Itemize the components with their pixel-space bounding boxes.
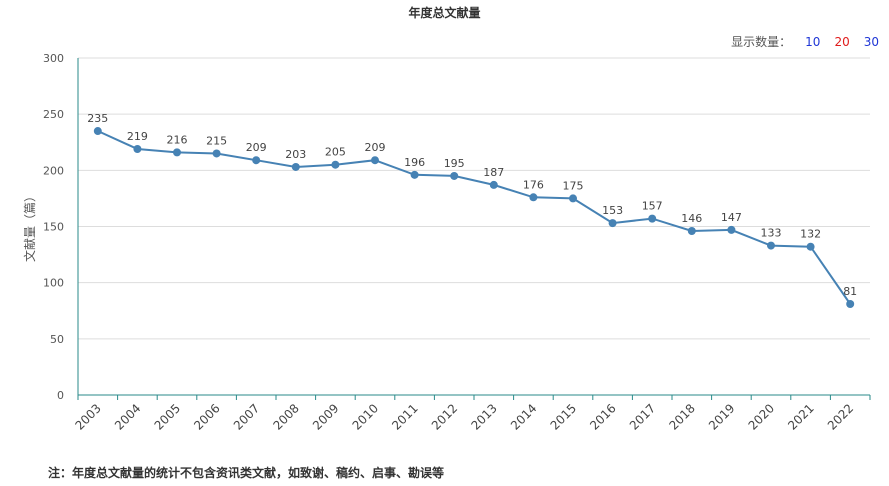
data-label: 195 — [444, 157, 465, 170]
x-tick-label: 2020 — [746, 401, 777, 432]
data-label: 153 — [602, 204, 623, 217]
x-tick-label: 2021 — [785, 401, 816, 432]
data-points — [93, 127, 855, 309]
data-point[interactable] — [648, 214, 657, 223]
x-tick-label: 2010 — [350, 401, 381, 432]
y-tick-labels: 0 50 100 150 200 250 300 — [43, 52, 64, 402]
data-label: 157 — [642, 200, 663, 213]
x-tick-label: 2007 — [231, 401, 262, 432]
series-line-group — [97, 130, 852, 305]
x-tick-label: 2009 — [310, 401, 341, 432]
data-label: 215 — [206, 134, 227, 147]
data-label: 196 — [404, 156, 425, 169]
data-point[interactable] — [212, 149, 221, 158]
x-tick-label: 2003 — [72, 401, 103, 432]
data-label: 209 — [365, 141, 386, 154]
data-label: 209 — [246, 141, 267, 154]
y-tick-label: 300 — [43, 52, 64, 65]
count-selector: 显示数量： 10 20 30 — [731, 33, 879, 50]
data-point[interactable] — [173, 148, 181, 157]
data-label: 175 — [563, 179, 584, 192]
x-tick-label: 2019 — [706, 401, 737, 432]
data-point[interactable] — [133, 144, 142, 153]
data-label: 132 — [800, 228, 821, 241]
data-point[interactable] — [489, 180, 498, 189]
data-point[interactable] — [846, 300, 855, 309]
data-label: 146 — [681, 212, 702, 225]
series-line — [97, 130, 852, 305]
axes — [77, 58, 871, 400]
data-point[interactable] — [450, 171, 459, 180]
data-label: 205 — [325, 146, 346, 159]
x-tick-label: 2006 — [191, 401, 222, 432]
data-label: 176 — [523, 178, 544, 191]
data-point[interactable] — [529, 193, 538, 202]
data-point[interactable] — [727, 225, 736, 234]
x-tick-label: 2004 — [112, 401, 143, 432]
x-tick-label: 2013 — [468, 401, 499, 432]
count-selector-label: 显示数量： — [731, 35, 792, 49]
y-axis-label: 文献量（篇） — [22, 190, 37, 262]
x-tick-label: 2005 — [152, 401, 183, 432]
data-point[interactable] — [608, 219, 617, 228]
data-point[interactable] — [371, 156, 379, 165]
count-option-10[interactable]: 10 — [805, 35, 821, 49]
count-option-30[interactable]: 30 — [863, 35, 879, 49]
data-label: 203 — [285, 148, 306, 161]
x-tick-label: 2018 — [666, 401, 697, 432]
data-label: 235 — [87, 112, 108, 125]
footnote: 注：年度总文献量的统计不包含资讯类文献，如致谢、稿约、启事、勘误等 — [48, 466, 445, 480]
x-tick-label: 2008 — [270, 401, 301, 432]
x-tick-label: 2017 — [627, 401, 658, 432]
data-point[interactable] — [252, 156, 261, 165]
x-tick-labels: 2003 2004 2005 2006 2007 2008 2009 2010 2011 2012… — [72, 401, 856, 432]
data-point[interactable] — [291, 162, 300, 171]
y-tick-label: 0 — [57, 389, 64, 402]
chart-title: 年度总文献量 — [408, 6, 481, 20]
data-label: 187 — [483, 166, 504, 179]
data-point[interactable] — [331, 160, 340, 169]
data-label: 81 — [843, 285, 857, 298]
y-tick-label: 250 — [43, 108, 64, 121]
data-label: 216 — [167, 133, 188, 146]
x-tick-label: 2012 — [429, 401, 460, 432]
count-option-20[interactable]: 20 — [834, 35, 850, 49]
data-point[interactable] — [767, 241, 775, 250]
y-tick-label: 200 — [43, 164, 64, 177]
data-label: 219 — [127, 130, 148, 143]
y-tick-label: 50 — [50, 333, 64, 346]
x-tick-label: 2014 — [508, 401, 539, 432]
data-point[interactable] — [806, 242, 815, 251]
y-tick-label: 100 — [43, 277, 64, 290]
y-tick-label: 150 — [43, 221, 64, 234]
data-labels: 235 219 216 215 209 203 205 209 196 195 187 176 175 1… — [87, 112, 857, 298]
x-tick-label: 2011 — [389, 401, 420, 432]
data-point[interactable] — [569, 194, 577, 203]
x-tick-label: 2015 — [548, 401, 579, 432]
data-point[interactable] — [410, 170, 419, 179]
x-tick-label: 2022 — [825, 401, 856, 432]
data-point[interactable] — [687, 226, 696, 235]
x-tick-label: 2016 — [587, 401, 618, 432]
data-label: 147 — [721, 211, 742, 224]
grid-lines — [78, 57, 870, 340]
data-point[interactable] — [93, 127, 102, 136]
data-label: 133 — [761, 227, 782, 240]
